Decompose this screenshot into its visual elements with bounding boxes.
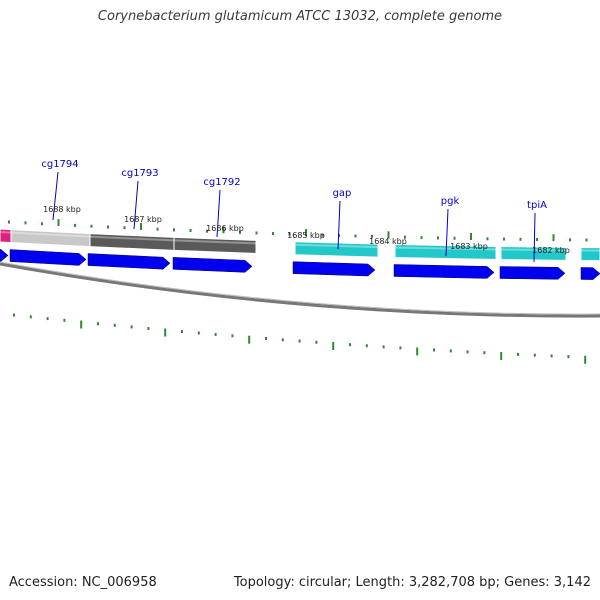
map-title: Corynebacterium glutamicum ATCC 13032, c… — [97, 9, 503, 24]
cds-arrows — [0, 249, 600, 280]
gene-label: gap — [333, 188, 352, 199]
gene-feature-shine — [500, 248, 567, 252]
kbp-label: 1687 kbp — [124, 215, 162, 224]
gene-label: tpiA — [527, 200, 547, 211]
gene-label: pgk — [441, 196, 460, 207]
outer-tick-marks — [8, 219, 588, 242]
gene-feature-shine — [294, 243, 379, 249]
gene-label-leader — [445, 208, 449, 257]
gene-feature-bar — [394, 243, 497, 260]
gene-label-leader — [337, 200, 341, 250]
gene-feature-bar — [10, 229, 91, 248]
cds-arrow — [393, 264, 495, 279]
kbp-label: 1685 kbp — [287, 231, 325, 240]
gene-feature-bar — [0, 228, 12, 244]
cds-arrow — [499, 266, 566, 280]
gene-label-leader — [533, 212, 536, 263]
kbp-labels: 1688 kbp 1687 kbp 1686 kbp 1685 kbp 1684 kbp… — [43, 205, 570, 255]
gene-feature-bar — [173, 236, 257, 254]
gene-features — [0, 228, 600, 262]
kbp-label: 1688 kbp — [43, 205, 81, 214]
gene-label: cg1793 — [121, 168, 158, 179]
cds-arrow — [87, 253, 171, 270]
gene-feature-bar — [580, 246, 600, 262]
gene-label-leader — [52, 171, 59, 221]
kbp-label: 1683 kbp — [450, 242, 488, 251]
kbp-label: 1682 kbp — [532, 246, 570, 255]
gene-label: cg1794 — [41, 159, 78, 170]
gene-label-leader — [216, 189, 221, 238]
gene-label-leader — [133, 180, 139, 230]
cds-arrow — [9, 249, 87, 266]
gene-feature-shine — [0, 231, 12, 234]
gene-labels: cg1794 cg1793 cg1792 gap pgk tpiA — [41, 159, 547, 263]
gene-feature-bar — [89, 233, 175, 251]
inner-tick-marks — [13, 313, 587, 364]
gene-feature-shine — [394, 246, 497, 251]
gene-feature-shine — [89, 235, 175, 242]
cds-arrow — [580, 267, 600, 280]
gene-feature-shine — [10, 231, 91, 238]
accession-text: Accession: NC_006958 — [9, 575, 157, 590]
gene-label: cg1792 — [203, 177, 240, 188]
cds-arrow — [292, 261, 376, 277]
kbp-label: 1684 kbp — [369, 237, 407, 246]
backbone-track — [0, 262, 600, 318]
gene-feature-shine — [173, 239, 257, 245]
gene-feature-bar — [294, 241, 379, 258]
topology-summary: Topology: circular; Length: 3,282,708 bp… — [233, 575, 591, 590]
kbp-label: 1686 kbp — [206, 224, 244, 233]
backbone-track-highlight — [0, 261, 600, 315]
cds-arrow — [172, 257, 253, 273]
cds-arrow — [0, 249, 9, 262]
gene-feature-bar — [500, 246, 567, 261]
